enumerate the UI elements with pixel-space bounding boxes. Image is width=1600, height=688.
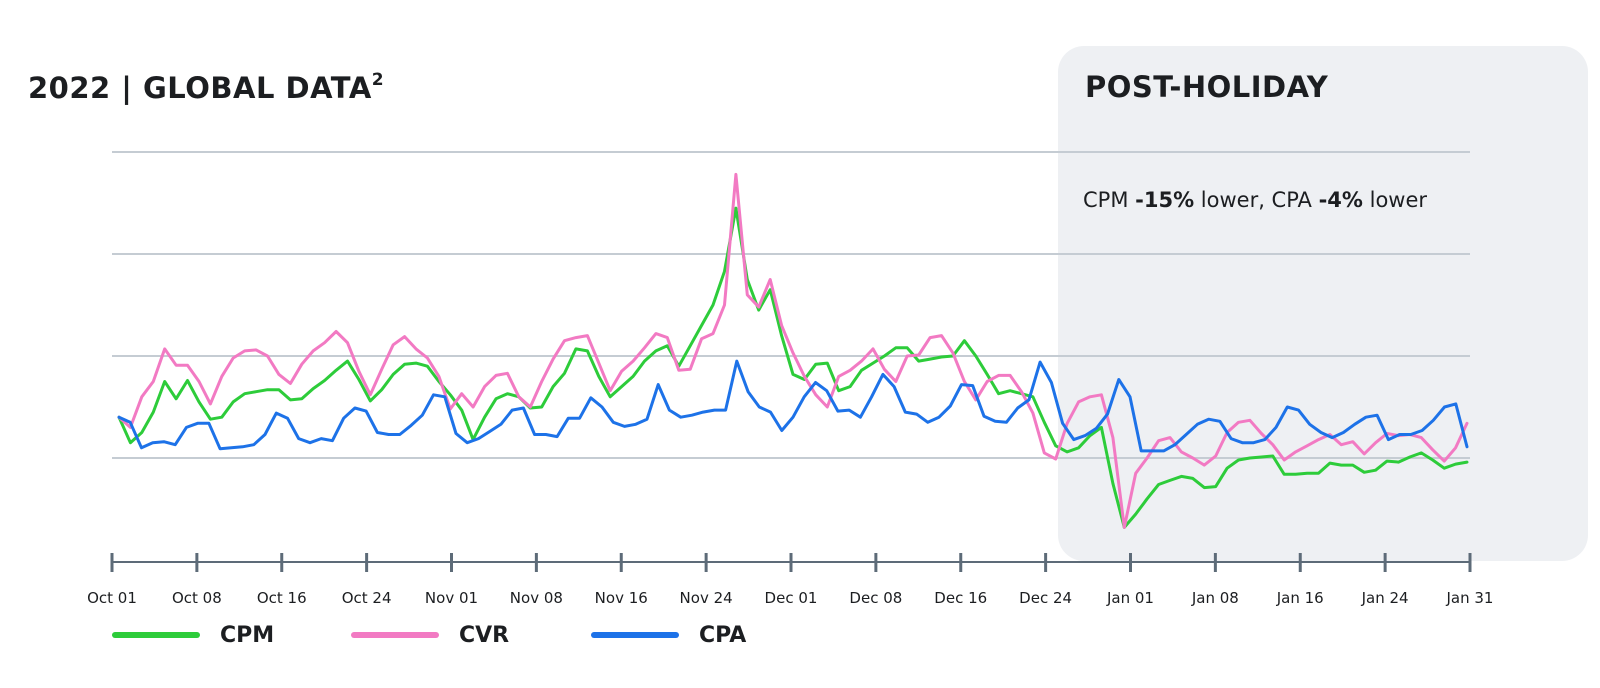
x-tick-label: Jan 31 bbox=[1446, 589, 1494, 607]
x-tick-label: Oct 16 bbox=[257, 589, 307, 607]
post-holiday-panel bbox=[1058, 46, 1588, 561]
x-tick-label: Nov 01 bbox=[425, 589, 478, 607]
x-tick-label: Oct 01 bbox=[87, 589, 137, 607]
x-tick-label: Jan 01 bbox=[1106, 589, 1154, 607]
x-tick-label: Nov 16 bbox=[595, 589, 648, 607]
x-tick-label: Nov 08 bbox=[510, 589, 563, 607]
x-tick-label: Dec 24 bbox=[1019, 589, 1072, 607]
x-tick-label: Dec 01 bbox=[765, 589, 818, 607]
x-tick-label: Oct 08 bbox=[172, 589, 222, 607]
x-tick-label: Oct 24 bbox=[342, 589, 392, 607]
series-line-cpa bbox=[117, 359, 1469, 453]
title-footnote-marker: 2 bbox=[371, 70, 385, 90]
legend-swatch-cvr bbox=[351, 632, 439, 638]
x-tick-label: Dec 16 bbox=[934, 589, 987, 607]
legend-item-cpa: CPA bbox=[591, 620, 746, 650]
post-holiday-annotation: CPM -15% lower, CPA -4% lower bbox=[1083, 188, 1428, 212]
legend-swatch-cpm bbox=[112, 632, 200, 638]
legend-swatch-cpa bbox=[591, 632, 679, 638]
legend-item-cvr: CVR bbox=[351, 620, 509, 650]
x-tick-label: Jan 16 bbox=[1276, 589, 1324, 607]
post-holiday-title: POST-HOLIDAY bbox=[1085, 70, 1329, 104]
x-tick-label: Jan 08 bbox=[1191, 589, 1239, 607]
chart-title: 2022 | GLOBAL DATA2 bbox=[28, 70, 385, 105]
x-tick-label: Dec 08 bbox=[849, 589, 902, 607]
legend-label-cvr: CVR bbox=[459, 622, 510, 648]
legend-label-cpm: CPM bbox=[220, 622, 275, 648]
legend-label-cpa: CPA bbox=[699, 622, 747, 648]
series-line-cpm bbox=[117, 206, 1469, 529]
x-tick-label: Jan 24 bbox=[1361, 589, 1409, 607]
legend-item-cpm: CPM bbox=[112, 620, 274, 650]
x-tick-label: Nov 24 bbox=[680, 589, 733, 607]
series-line-cvr bbox=[117, 172, 1469, 529]
